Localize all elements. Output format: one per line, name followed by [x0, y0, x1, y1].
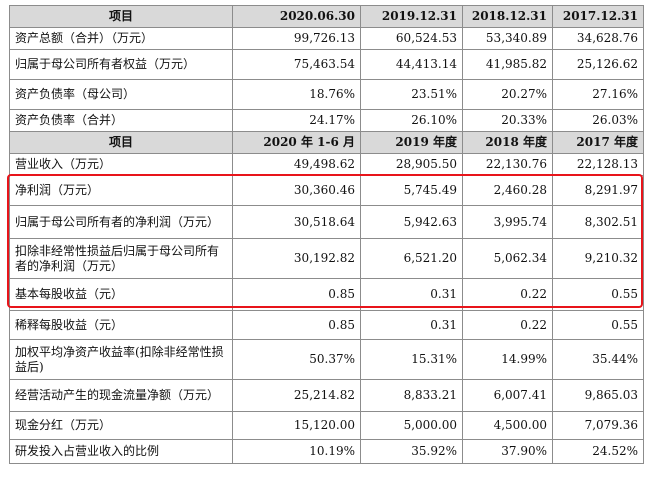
- table-row: 研发投入占营业收入的比例 10.19% 35.92% 37.90% 24.52%: [9, 439, 644, 464]
- table-row: 稀释每股收益（元） 0.85 0.31 0.22 0.55: [9, 310, 644, 340]
- value-cell: 9,865.03: [552, 379, 644, 412]
- value-cell: 7,079.36: [552, 411, 644, 440]
- value-cell: 24.52%: [552, 439, 644, 464]
- value-cell: 5,942.63: [360, 205, 463, 239]
- value-cell: 0.85: [232, 310, 361, 340]
- row-label-cell: 资产负债率（母公司）: [9, 79, 233, 110]
- header-cell: 项目: [9, 5, 233, 28]
- table-row: 资产总额（合并）（万元） 99,726.13 60,524.53 53,340.89 3…: [9, 27, 644, 50]
- value-cell: 41,985.82: [462, 49, 553, 80]
- table-row: 基本每股收益（元） 0.85 0.31 0.22 0.55: [9, 278, 644, 311]
- value-cell: 37.90%: [462, 439, 553, 464]
- table-row: 资产负债率（母公司） 18.76% 23.51% 20.27% 27.16%: [9, 79, 644, 110]
- table-body: 项目 2020.06.30 2019.12.31 2018.12.31 2017.12.…: [9, 5, 644, 464]
- header-cell: 2019.12.31: [360, 5, 463, 28]
- value-cell: 14.99%: [462, 339, 553, 380]
- row-label-cell: 经营活动产生的现金流量净额（万元）: [9, 379, 233, 412]
- row-label-cell: 归属于母公司所有者权益（万元）: [9, 49, 233, 80]
- header-cell: 2020.06.30: [232, 5, 361, 28]
- table-row: 营业收入（万元） 49,498.62 28,905.50 22,130.76 22,12…: [9, 153, 644, 176]
- value-cell: 25,126.62: [552, 49, 644, 80]
- value-cell: 0.55: [552, 278, 644, 311]
- row-label-cell: 资产负债率（合并）: [9, 109, 233, 132]
- value-cell: 34,628.76: [552, 27, 644, 50]
- value-cell: 20.27%: [462, 79, 553, 110]
- row-label-cell: 扣除非经常性损益后归属于母公司所有者的净利润（万元）: [9, 238, 233, 279]
- value-cell: 0.31: [360, 278, 463, 311]
- table-row: 净利润（万元） 30,360.46 5,745.49 2,460.28 8,291.97: [9, 175, 644, 206]
- row-label-cell: 稀释每股收益（元）: [9, 310, 233, 340]
- value-cell: 8,302.51: [552, 205, 644, 239]
- value-cell: 44,413.14: [360, 49, 463, 80]
- value-cell: 30,518.64: [232, 205, 361, 239]
- header-cell: 2017 年度: [552, 131, 644, 154]
- value-cell: 30,192.82: [232, 238, 361, 279]
- value-cell: 20.33%: [462, 109, 553, 132]
- value-cell: 23.51%: [360, 79, 463, 110]
- value-cell: 4,500.00: [462, 411, 553, 440]
- value-cell: 35.92%: [360, 439, 463, 464]
- value-cell: 0.85: [232, 278, 361, 311]
- table-row: 现金分红（万元） 15,120.00 5,000.00 4,500.00 7,079.3…: [9, 411, 644, 440]
- row-label-cell: 基本每股收益（元）: [9, 278, 233, 311]
- value-cell: 24.17%: [232, 109, 361, 132]
- value-cell: 22,130.76: [462, 153, 553, 176]
- header-cell: 项目: [9, 131, 233, 154]
- value-cell: 3,995.74: [462, 205, 553, 239]
- value-cell: 27.16%: [552, 79, 644, 110]
- row-label-cell: 加权平均净资产收益率(扣除非经常性损益后): [9, 339, 233, 380]
- table-row: 归属于母公司所有者权益（万元） 75,463.54 44,413.14 41,985.…: [9, 49, 644, 80]
- table-row: 扣除非经常性损益后归属于母公司所有者的净利润（万元） 30,192.82 6,521…: [9, 238, 644, 279]
- row-label-cell: 资产总额（合并）（万元）: [9, 27, 233, 50]
- header-cell: 2018.12.31: [462, 5, 553, 28]
- value-cell: 15,120.00: [232, 411, 361, 440]
- value-cell: 0.22: [462, 310, 553, 340]
- value-cell: 28,905.50: [360, 153, 463, 176]
- header-row: 项目 2020.06.30 2019.12.31 2018.12.31 2017.12.…: [9, 5, 644, 28]
- value-cell: 35.44%: [552, 339, 644, 380]
- value-cell: 0.55: [552, 310, 644, 340]
- value-cell: 50.37%: [232, 339, 361, 380]
- value-cell: 22,128.13: [552, 153, 644, 176]
- value-cell: 6,521.20: [360, 238, 463, 279]
- value-cell: 49,498.62: [232, 153, 361, 176]
- value-cell: 6,007.41: [462, 379, 553, 412]
- header-cell: 2017.12.31: [552, 5, 644, 28]
- row-label-cell: 归属于母公司所有者的净利润（万元）: [9, 205, 233, 239]
- value-cell: 99,726.13: [232, 27, 361, 50]
- header-cell: 2018 年度: [462, 131, 553, 154]
- row-label-cell: 现金分红（万元）: [9, 411, 233, 440]
- value-cell: 2,460.28: [462, 175, 553, 206]
- value-cell: 26.10%: [360, 109, 463, 132]
- table-row: 归属于母公司所有者的净利润（万元） 30,518.64 5,942.63 3,995.…: [9, 205, 644, 239]
- value-cell: 53,340.89: [462, 27, 553, 50]
- value-cell: 8,833.21: [360, 379, 463, 412]
- value-cell: 0.31: [360, 310, 463, 340]
- table-row: 经营活动产生的现金流量净额（万元） 25,214.82 8,833.21 6,007.…: [9, 379, 644, 412]
- value-cell: 0.22: [462, 278, 553, 311]
- header-row: 项目 2020 年 1-6 月 2019 年度 2018 年度 2017 年度: [9, 131, 644, 154]
- row-label-cell: 营业收入（万元）: [9, 153, 233, 176]
- value-cell: 26.03%: [552, 109, 644, 132]
- value-cell: 18.76%: [232, 79, 361, 110]
- row-label-cell: 净利润（万元）: [9, 175, 233, 206]
- value-cell: 5,062.34: [462, 238, 553, 279]
- value-cell: 15.31%: [360, 339, 463, 380]
- value-cell: 25,214.82: [232, 379, 361, 412]
- row-label-cell: 研发投入占营业收入的比例: [9, 439, 233, 464]
- value-cell: 9,210.32: [552, 238, 644, 279]
- financial-summary-table: 项目 2020.06.30 2019.12.31 2018.12.31 2017.12.…: [9, 5, 644, 464]
- table-row: 资产负债率（合并） 24.17% 26.10% 20.33% 26.03%: [9, 109, 644, 132]
- value-cell: 75,463.54: [232, 49, 361, 80]
- value-cell: 30,360.46: [232, 175, 361, 206]
- value-cell: 10.19%: [232, 439, 361, 464]
- header-cell: 2020 年 1-6 月: [232, 131, 361, 154]
- value-cell: 60,524.53: [360, 27, 463, 50]
- value-cell: 5,745.49: [360, 175, 463, 206]
- value-cell: 8,291.97: [552, 175, 644, 206]
- table-row: 加权平均净资产收益率(扣除非经常性损益后) 50.37% 15.31% 14.99% 3…: [9, 339, 644, 380]
- value-cell: 5,000.00: [360, 411, 463, 440]
- header-cell: 2019 年度: [360, 131, 463, 154]
